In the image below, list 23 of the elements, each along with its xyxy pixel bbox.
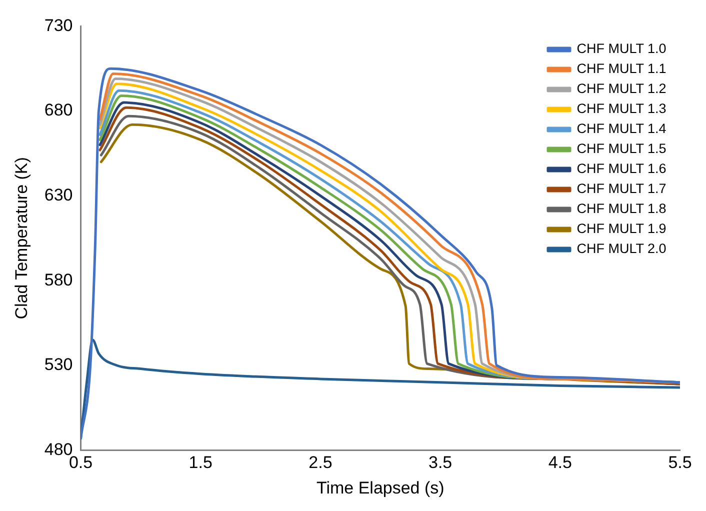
x-axis-title: Time Elapsed (s)	[316, 478, 444, 498]
y-tick-label: 680	[44, 100, 73, 120]
legend-label: CHF MULT 1.0	[576, 41, 666, 56]
legend-label: CHF MULT 1.8	[576, 201, 666, 216]
legend-label: CHF MULT 1.9	[576, 221, 666, 236]
legend-label: CHF MULT 1.1	[576, 61, 666, 76]
y-tick-label: 580	[44, 270, 73, 290]
legend-label: CHF MULT 2.0	[576, 241, 666, 256]
y-tick-label: 530	[44, 355, 73, 374]
x-tick-label: 5.5	[668, 453, 692, 472]
legend-label: CHF MULT 1.2	[576, 81, 666, 96]
y-tick-label: 630	[44, 185, 73, 204]
x-tick-label: 2.5	[308, 453, 332, 472]
legend-label: CHF MULT 1.3	[576, 101, 666, 116]
y-axis-title: Clad Temperature (K)	[12, 157, 31, 320]
x-tick-label: 1.5	[188, 453, 212, 472]
legend-label: CHF MULT 1.6	[576, 161, 666, 176]
legend-label: CHF MULT 1.5	[576, 141, 666, 156]
legend-label: CHF MULT 1.7	[576, 181, 666, 196]
x-tick-label: 4.5	[548, 453, 572, 472]
y-tick-label: 730	[44, 16, 73, 35]
x-tick-label: 3.5	[428, 453, 452, 472]
legend-label: CHF MULT 1.4	[576, 121, 667, 136]
